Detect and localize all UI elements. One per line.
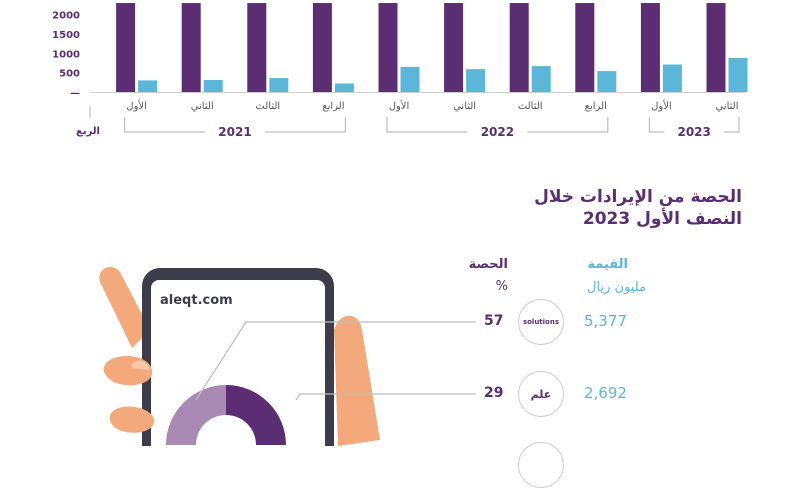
x-axis-name: الربع xyxy=(76,126,100,137)
value-elm: 2,692 xyxy=(584,384,627,402)
third-logo xyxy=(518,442,564,488)
y-tick-label: 500 xyxy=(59,69,80,80)
bar-light xyxy=(728,57,748,92)
revenue-share-title: الحصة من الإيرادات خلال النصف الأول 2023 xyxy=(534,187,742,229)
year-group: 2022 xyxy=(386,117,609,139)
year-group: 2021 xyxy=(124,117,346,139)
x-tick-label: الثاني xyxy=(453,101,476,112)
y-tick-label: 1000 xyxy=(52,49,80,60)
bar-light xyxy=(138,80,158,92)
share-unit: % xyxy=(495,279,508,294)
bar-dark xyxy=(181,3,201,93)
bar-dark xyxy=(247,3,267,93)
donut-slice-solutions xyxy=(226,385,286,445)
revenue-bar-chart: — 500 1000 1500 2000 الثاني الأول الرابع الثالث ا… xyxy=(52,3,748,446)
elm-logo-text: علم xyxy=(530,387,552,401)
x-tick-label: الأول xyxy=(389,99,410,112)
year-label: 2021 xyxy=(218,125,251,139)
bar-dark xyxy=(312,3,332,93)
elm-logo: علم xyxy=(518,371,564,417)
bar-light xyxy=(334,83,354,92)
solutions-logo: solutions xyxy=(518,299,564,345)
y-tick-label: — xyxy=(70,88,80,99)
bar-dark xyxy=(378,3,398,93)
bar-light xyxy=(269,78,289,92)
y-tick-label: 1500 xyxy=(52,30,80,41)
bar-light xyxy=(597,71,617,92)
year-label: 2022 xyxy=(481,125,514,139)
bar-dark xyxy=(444,3,464,93)
bar-dark xyxy=(116,3,136,93)
bar-light xyxy=(400,66,420,92)
solutions-logo-text: solutions xyxy=(522,318,560,326)
bar-dark xyxy=(509,3,529,93)
x-tick-label: الثاني xyxy=(191,101,214,112)
phone-url: aleqt.com xyxy=(160,293,233,308)
x-tick-label: الأول xyxy=(126,99,147,112)
donut-slice-elm xyxy=(166,385,226,445)
bar-light xyxy=(203,80,223,92)
share-value-elm: 29 xyxy=(484,385,504,401)
bar-light xyxy=(662,64,682,92)
y-tick-label: 2000 xyxy=(52,11,80,22)
share-value-solutions: 57 xyxy=(484,313,504,329)
bar-dark xyxy=(575,3,595,93)
x-tick-label: الثاني xyxy=(715,101,738,112)
value-solutions: 5,377 xyxy=(584,312,627,330)
x-tick-label: الرابع xyxy=(322,101,344,112)
year-label: 2023 xyxy=(677,125,710,139)
bar-dark xyxy=(640,3,660,93)
leader-lines xyxy=(195,321,476,401)
share-header: الحصة xyxy=(468,257,508,272)
x-tick-label: الأول xyxy=(651,99,672,112)
x-tick-label: الثالث xyxy=(518,101,543,112)
year-group: 2023 xyxy=(648,117,740,139)
bar-light xyxy=(466,69,486,92)
x-tick-label: الرابع xyxy=(585,101,607,112)
bar-light xyxy=(531,66,551,92)
donut-chart xyxy=(166,385,286,445)
x-tick-label: الثالث xyxy=(255,101,280,112)
bar-dark xyxy=(706,3,726,93)
value-header: القيمة xyxy=(587,257,628,272)
value-unit: مليون ريال xyxy=(587,280,646,295)
hand-phone-illustration xyxy=(99,267,380,446)
